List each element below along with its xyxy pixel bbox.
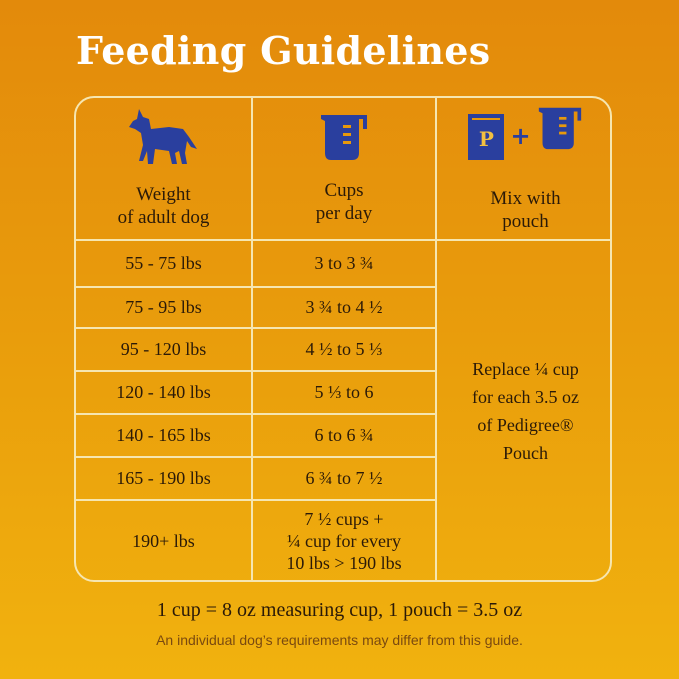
- page-title: Feeding Guidelines: [76, 28, 491, 73]
- pouch-icon: P: [468, 113, 505, 160]
- cups-cell: 7 ½ cups + ¼ cup for every 10 lbs > 190 …: [253, 501, 435, 580]
- header-mix: P + Mix with pouch: [437, 98, 610, 239]
- measuring-cup-icon: [538, 107, 581, 149]
- cups-cell: 6 to 6 ¾: [314, 425, 374, 445]
- disclaimer: An individual dog’s requirements may dif…: [156, 632, 523, 648]
- header-weight-line1: Weight: [136, 183, 191, 205]
- plus-icon: +: [510, 122, 531, 150]
- feeding-table: Weight of adult dog Cups per day P + Mix…: [74, 96, 612, 582]
- pouch-plus-cup-icon: P +: [468, 105, 582, 169]
- mix-line: for each 3.5 oz: [472, 387, 579, 407]
- weight-cell: 55 - 75 lbs: [125, 253, 202, 273]
- cups-line: 10 lbs > 190 lbs: [286, 553, 402, 573]
- divider: [76, 327, 437, 329]
- cups-line: ¼ cup for every: [287, 531, 401, 551]
- cups-cell: 6 ¾ to 7 ½: [305, 468, 383, 488]
- weight-cell: 120 - 140 lbs: [116, 382, 211, 402]
- weight-cell: 95 - 120 lbs: [120, 339, 207, 359]
- pouch-letter: P: [478, 127, 494, 151]
- header-cups: Cups per day: [253, 98, 435, 239]
- cups-cell: 4 ½ to 5 ⅓: [305, 339, 383, 359]
- mix-instructions: Replace ¼ cup for each 3.5 oz of Pedigre…: [437, 241, 610, 580]
- header-mix-line2: pouch: [502, 210, 549, 232]
- header-weight-line2: of adult dog: [117, 206, 210, 228]
- weight-cell: 190+ lbs: [132, 530, 195, 551]
- cups-cell: 5 ⅓ to 6: [314, 382, 374, 402]
- divider: [76, 239, 610, 241]
- mix-line: Replace ¼ cup: [472, 359, 579, 379]
- divider: [76, 286, 437, 288]
- cups-cell: 3 ¾ to 4 ½: [305, 297, 383, 317]
- divider: [76, 370, 437, 372]
- weight-cell: 165 - 190 lbs: [116, 468, 211, 488]
- cups-line: 7 ½ cups +: [304, 509, 384, 529]
- weight-cell: 140 - 165 lbs: [116, 425, 211, 445]
- measuring-cup-icon: [321, 114, 367, 160]
- dog-icon: [128, 108, 197, 164]
- mix-line: Pouch: [503, 443, 548, 463]
- header-cups-line1: Cups: [324, 179, 364, 201]
- header-weight: Weight of adult dog: [76, 98, 251, 239]
- header-cups-line2: per day: [315, 202, 373, 224]
- divider: [76, 413, 437, 415]
- divider: [76, 456, 437, 458]
- divider: [435, 98, 437, 580]
- header-mix-line1: Mix with: [490, 187, 561, 209]
- cups-cell: 3 to 3 ¾: [314, 253, 374, 273]
- divider: [251, 98, 253, 580]
- conversion-note: 1 cup = 8 oz measuring cup, 1 pouch = 3.…: [156, 599, 523, 621]
- mix-line: of Pedigree®: [477, 415, 574, 435]
- weight-cell: 75 - 95 lbs: [125, 297, 202, 317]
- divider: [76, 499, 437, 501]
